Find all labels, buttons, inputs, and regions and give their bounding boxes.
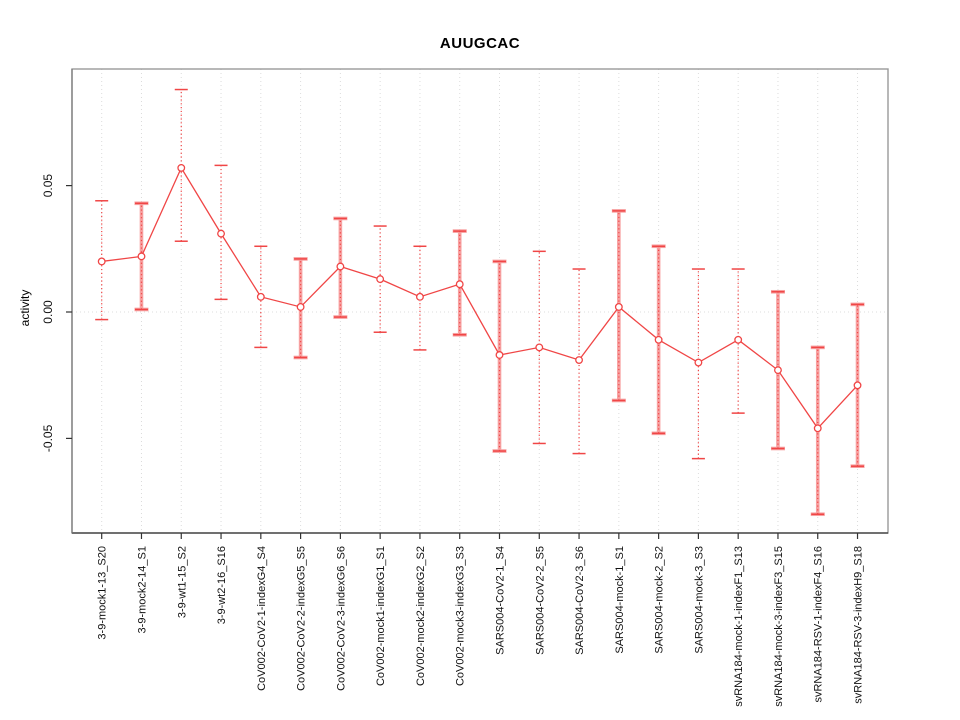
x-tick-label: CoV002-CoV2-1-indexG4_S4 — [256, 546, 268, 691]
gridlines — [72, 69, 888, 533]
x-tick-label: svRNA184-RSV-3-indexH9_S18 — [853, 546, 865, 704]
x-tick-label: SARS004-mock-3_S3 — [693, 546, 705, 654]
x-tick-label: 3-9-wt2-16_S16 — [216, 546, 228, 624]
y-tick-label: 0.05 — [41, 174, 55, 198]
data-point-marker — [376, 275, 385, 284]
error-bar — [731, 268, 745, 414]
y-axis: 0.05 0.00 -0.05 — [41, 174, 72, 452]
series-line — [101, 166, 858, 430]
y-tick-label: 0.00 — [41, 300, 55, 324]
data-point-marker — [774, 366, 782, 375]
error-bar — [214, 164, 228, 301]
error-bar — [95, 200, 109, 321]
series — [101, 166, 858, 430]
x-tick-label: SARS004-mock-1_S1 — [614, 546, 626, 654]
error-bar — [174, 88, 188, 242]
error-bar — [373, 225, 387, 333]
x-tick-label: 3-9-wt1-15_S2 — [176, 546, 188, 618]
data-point-marker — [694, 358, 703, 367]
data-point-marker — [415, 292, 424, 301]
y-tick-label: -0.05 — [41, 424, 55, 452]
data-point-marker — [614, 302, 623, 311]
markers — [97, 163, 862, 433]
chart-title: AUUGCAC — [439, 35, 521, 52]
x-tick-label: 3-9-mock1-13_S20 — [97, 546, 109, 640]
data-point-marker — [177, 163, 186, 172]
data-point-marker — [137, 252, 146, 261]
data-point-marker — [853, 381, 862, 390]
x-tick-label: CoV002-CoV2-2-indexG5_S5 — [296, 546, 308, 691]
data-point-marker — [296, 302, 305, 311]
x-tick-label: svRNA184-mock-1-indexF1_S13 — [733, 546, 745, 707]
x-tick-label: CoV002-mock3-indexG3_S3 — [455, 546, 467, 686]
data-point-marker — [654, 335, 663, 344]
data-point-marker — [734, 335, 743, 344]
x-tick-label: CoV002-mock1-indexG1_S1 — [375, 546, 387, 686]
data-point-marker — [495, 351, 504, 359]
error-bar — [413, 245, 427, 351]
x-tick-label: 3-9-mock2-14_S1 — [136, 546, 148, 633]
data-point-marker — [256, 292, 265, 301]
plot-border — [71, 68, 889, 534]
x-tick-label: SARS004-CoV2-1_S4 — [495, 546, 507, 655]
x-tick-label: svRNA184-RSV-1-indexF4_S16 — [813, 546, 825, 703]
x-tick-label: SARS004-CoV2-2_S5 — [534, 546, 546, 655]
x-tick-label: CoV002-CoV2-3-indexG6_S6 — [335, 546, 347, 691]
plot-box — [71, 68, 889, 534]
data-point-marker — [97, 257, 106, 266]
x-tick-label: CoV002-mock2-indexG2_S2 — [415, 546, 427, 686]
x-tick-label: svRNA184-mock-3-indexF3_S15 — [773, 546, 785, 707]
x-axis: 3-9-mock1-13_S20 3-9-mock2-14_S1 3-9-wt1-1… — [97, 533, 865, 707]
data-point-marker — [455, 280, 464, 289]
data-point-marker — [575, 356, 584, 364]
data-point-marker — [336, 262, 345, 271]
data-point-marker — [217, 229, 225, 238]
error-bar — [691, 268, 705, 460]
data-point-marker — [535, 343, 544, 352]
x-tick-label: SARS004-mock-2_S2 — [654, 546, 666, 654]
x-tick-label: SARS004-CoV2-3_S6 — [574, 546, 586, 655]
data-point-marker — [813, 424, 822, 433]
error-bars — [95, 88, 865, 517]
